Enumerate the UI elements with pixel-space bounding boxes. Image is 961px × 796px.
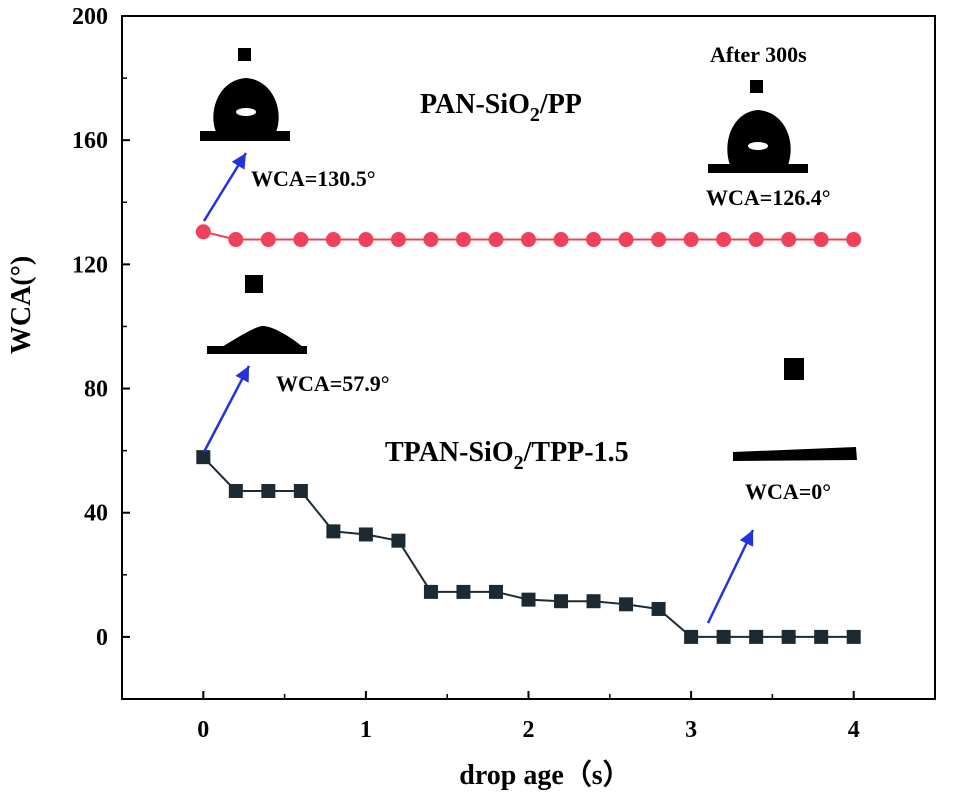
x-tick-label: 2 (523, 717, 535, 743)
droplet-shape (727, 110, 791, 165)
data-point (586, 232, 602, 248)
substrate (207, 346, 307, 354)
data-point (488, 232, 504, 248)
tpan-series-label-sub: 2 (514, 452, 524, 474)
y-tick-label: 80 (84, 377, 108, 403)
y-axis-label: WCA(°) (6, 256, 37, 354)
data-point (749, 629, 764, 644)
data-point (293, 483, 308, 498)
data-point (195, 224, 211, 240)
y-tick-label: 200 (72, 4, 108, 30)
data-point (423, 232, 439, 248)
data-point (228, 232, 244, 248)
data-point (651, 232, 667, 248)
droplet-inset-pan-start (200, 48, 290, 141)
substrate (200, 131, 290, 141)
x-tick-label: 1 (360, 717, 372, 743)
data-point (326, 524, 341, 539)
needle-tip (238, 48, 251, 61)
data-point (618, 232, 634, 248)
wca-tpan-end-label: WCA=0° (745, 479, 831, 504)
droplet-inset-tpan-end (733, 358, 857, 461)
data-point (325, 232, 341, 248)
data-point (781, 629, 796, 644)
data-point (390, 232, 406, 248)
axes: 0 40 80 120 160 200 0 1 2 3 4 (72, 4, 936, 743)
substrate (708, 164, 808, 173)
data-point (846, 232, 862, 248)
data-point (488, 584, 503, 599)
x-axis-label: drop age（s） (459, 758, 630, 791)
droplet-inset-pan-end (708, 80, 808, 173)
data-point (846, 629, 861, 644)
droplet-shape (220, 326, 304, 348)
droplet-shape (213, 78, 279, 132)
data-point (293, 232, 309, 248)
data-point (716, 629, 731, 644)
pan-series-label-tail: /PP (539, 89, 582, 120)
wca-pan-end-label: WCA=126.4° (706, 185, 831, 210)
pan-series-label-sub: 2 (530, 104, 540, 126)
data-point (619, 597, 634, 612)
x-tick-label: 3 (685, 717, 697, 743)
tpan-series-label: TPAN-SiO2/TPP-1.5 (385, 437, 629, 474)
data-point (554, 594, 569, 609)
data-point (260, 232, 276, 248)
pan-series-label: PAN-SiO2/PP (420, 89, 582, 126)
x-tick-label: 4 (848, 717, 860, 743)
data-point (748, 232, 764, 248)
data-point (261, 483, 276, 498)
data-point (391, 533, 406, 548)
data-point (521, 592, 536, 607)
needle-tip (750, 80, 763, 93)
data-point (716, 232, 732, 248)
data-point (358, 232, 374, 248)
data-point (781, 232, 797, 248)
y-tick-label: 120 (72, 252, 108, 278)
data-point (228, 483, 243, 498)
data-point (651, 601, 666, 616)
y-tick-label: 40 (84, 501, 108, 527)
data-point (196, 450, 211, 465)
data-point (586, 594, 601, 609)
data-point (813, 232, 829, 248)
data-point (521, 232, 536, 248)
droplet-highlight (236, 108, 256, 116)
y-tick-label: 0 (96, 625, 108, 651)
arrow-tpan-end (706, 529, 755, 624)
tpan-series-label-tail: /TPP-1.5 (523, 437, 629, 468)
needle-tip (245, 275, 263, 293)
tpan-series-label-main: TPAN-SiO (385, 437, 514, 468)
y-tick-label: 160 (72, 128, 108, 154)
data-point (553, 232, 569, 248)
data-point (684, 629, 699, 644)
series-layer (195, 224, 862, 644)
data-point (814, 629, 829, 644)
data-point (683, 232, 699, 248)
arrow-tpan-start (202, 365, 251, 453)
pan-series-label-main: PAN-SiO (420, 89, 530, 120)
wca-pan-start-label: WCA=130.5° (251, 166, 376, 191)
droplet-highlight (748, 142, 768, 150)
data-point (423, 584, 438, 599)
spread-film (733, 447, 857, 461)
droplet-inset-tpan-start (207, 275, 307, 354)
needle-tip (784, 358, 804, 380)
x-tick-label: 0 (197, 717, 209, 743)
data-point (358, 527, 373, 542)
wca-tpan-start-label: WCA=57.9° (276, 371, 390, 396)
data-point (456, 584, 471, 599)
data-point (455, 232, 471, 248)
after-300s-label: After 300s (710, 42, 807, 67)
arrow-pan-start (202, 152, 248, 222)
